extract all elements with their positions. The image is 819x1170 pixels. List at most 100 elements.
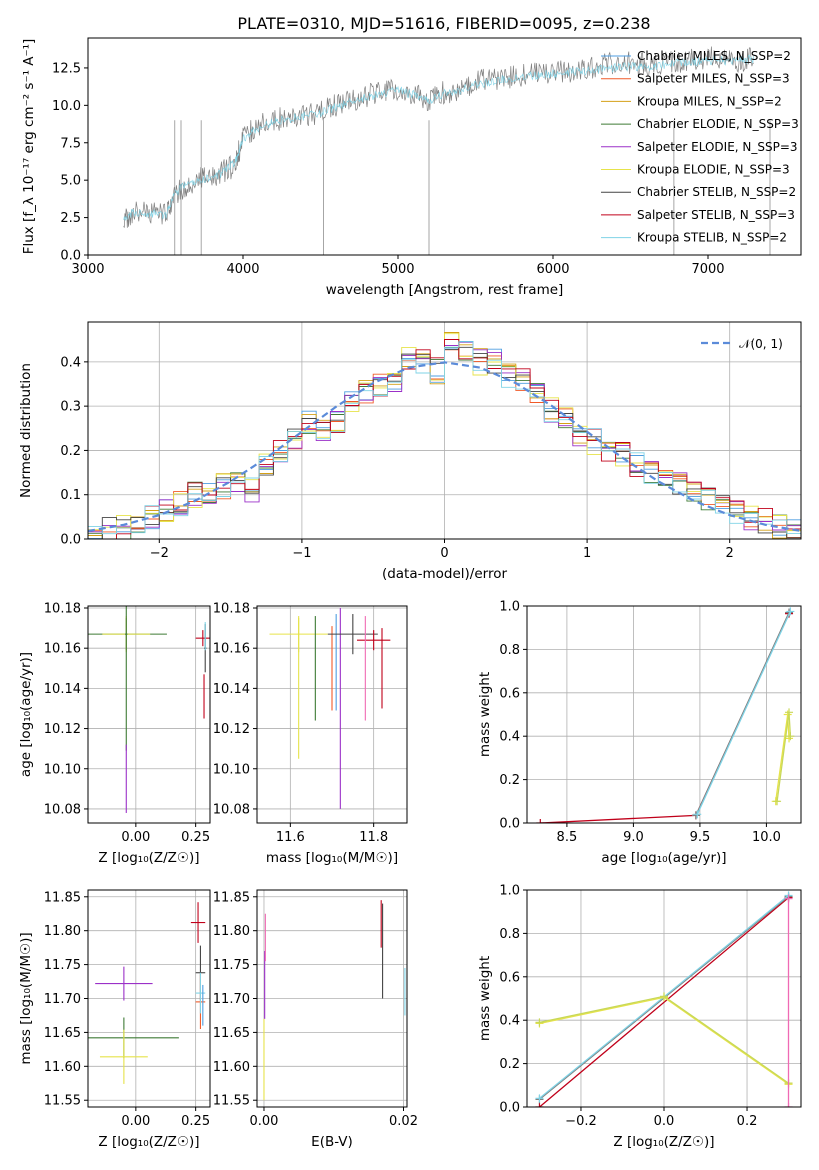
y-tick-label: 1.0 bbox=[499, 884, 520, 899]
axes-frame bbox=[526, 889, 802, 1108]
x-axis-label: age [log₁₀(age/yr)] bbox=[601, 850, 726, 866]
y-tick-label: 10.08 bbox=[213, 802, 250, 817]
y-tick-label: 10.18 bbox=[44, 602, 81, 617]
weight-marker bbox=[786, 732, 795, 741]
figure-title: PLATE=0310, MJD=51616, FIBERID=0095, z=0… bbox=[237, 14, 650, 33]
y-tick-label: 10.16 bbox=[44, 642, 81, 657]
y-tick-label: 0.6 bbox=[499, 686, 520, 701]
legend-label: Kroupa ELODIE, N_SSP=3 bbox=[637, 163, 790, 177]
axes-frame bbox=[87, 321, 802, 540]
legend-label: Chabrier ELODIE, N_SSP=3 bbox=[637, 117, 799, 131]
y-tick-label: 11.75 bbox=[44, 958, 81, 973]
x-tick-label: 3000 bbox=[71, 262, 104, 277]
x-tick-label: 5000 bbox=[381, 262, 414, 277]
y-tick-label: 2.5 bbox=[60, 211, 81, 226]
axes-frame bbox=[256, 605, 408, 824]
y-tick-label: 10.14 bbox=[213, 682, 250, 697]
x-axis-label: mass [log₁₀(M/M☉)] bbox=[266, 850, 398, 866]
y-tick-label: 11.60 bbox=[44, 1060, 81, 1075]
x-tick-label: 9.5 bbox=[690, 830, 711, 845]
y-tick-label: 0.0 bbox=[60, 249, 81, 264]
x-tick-label: −1 bbox=[292, 546, 311, 561]
x-tick-label: 0.2 bbox=[737, 1114, 758, 1129]
x-axis-label: Z [log₁₀(Z/Z☉)] bbox=[98, 850, 199, 866]
x-tick-label: 9.0 bbox=[623, 830, 644, 845]
massweight-vs-Z-plot-area bbox=[535, 891, 793, 1107]
spectrum-series-data bbox=[123, 46, 754, 228]
legend-label: Salpeter ELODIE, N_SSP=3 bbox=[637, 140, 798, 154]
weight-marker bbox=[773, 797, 782, 806]
spectrum-panel: 3000 4000 5000 6000 7000 0.0 2.5 5.0 7.5 10.0 12.5… bbox=[21, 37, 802, 298]
x-axis-label: (data-model)/error bbox=[382, 566, 508, 582]
y-tick-label: 0.0 bbox=[60, 533, 81, 548]
x-tick-label: 1 bbox=[583, 546, 591, 561]
spectrum-plot-area bbox=[123, 46, 771, 255]
x-axis-label: Z [log₁₀(Z/Z☉)] bbox=[613, 1134, 714, 1150]
y-tick-label: 5.0 bbox=[60, 174, 81, 189]
y-tick-label: 0.3 bbox=[60, 400, 81, 415]
x-tick-label: −0.2 bbox=[565, 1114, 597, 1129]
massweight-vs-age-panel: 8.5 9.0 9.5 10.0 0.0 0.2 0.4 0.6 0.8 1.0 age [log₁… bbox=[477, 600, 802, 866]
y-tick-label: 10.14 bbox=[44, 682, 81, 697]
weight-marker bbox=[784, 894, 793, 903]
x-tick-label: 0.00 bbox=[121, 1114, 150, 1129]
y-tick-label: 11.85 bbox=[44, 890, 81, 905]
y-tick-label: 10.0 bbox=[52, 99, 81, 114]
y-tick-label: 10.10 bbox=[44, 762, 81, 777]
y-tick-label: 11.70 bbox=[213, 992, 250, 1007]
y-axis-label: age [log₁₀(age/yr)] bbox=[18, 652, 34, 777]
y-tick-label: 0.2 bbox=[60, 444, 81, 459]
x-tick-label: 0.0 bbox=[654, 1114, 675, 1129]
x-tick-label: 6000 bbox=[536, 262, 569, 277]
weight-line-1 bbox=[695, 612, 790, 816]
y-tick-label: 11.60 bbox=[213, 1060, 250, 1075]
y-tick-label: 0.2 bbox=[499, 773, 520, 788]
mass-vs-EBV-panel: 0.00 0.02 11.55 11.60 11.65 11.70 11.75 11.80 11… bbox=[213, 889, 418, 1150]
y-tick-label: 10.18 bbox=[213, 602, 250, 617]
age-vs-mass-panel: 11.6 11.8 10.08 10.10 10.12 10.14 10.16 10.18 ma… bbox=[213, 602, 408, 866]
weight-line-0 bbox=[540, 613, 790, 823]
y-tick-label: 11.75 bbox=[213, 958, 250, 973]
y-tick-label: 10.12 bbox=[44, 722, 81, 737]
y-tick-label: 11.70 bbox=[44, 992, 81, 1007]
x-axis-label: wavelength [Angstrom, rest frame] bbox=[326, 282, 564, 298]
x-tick-label: −2 bbox=[150, 546, 169, 561]
axes-frame bbox=[526, 605, 802, 824]
weight-marker bbox=[784, 1103, 793, 1107]
normal-curve bbox=[88, 361, 801, 533]
axes-frame bbox=[87, 889, 211, 1108]
legend-label: Chabrier STELIB, N_SSP=2 bbox=[637, 185, 796, 199]
legend-label: Chabrier MILES, N_SSP=2 bbox=[637, 49, 791, 63]
weight-marker bbox=[535, 1094, 544, 1103]
y-axis-label: mass weight bbox=[477, 672, 493, 757]
y-tick-label: 0.4 bbox=[499, 730, 520, 745]
axes-frame bbox=[87, 605, 211, 824]
y-axis-label: Flux [f_λ 10⁻¹⁷ erg cm⁻² s⁻¹ A⁻¹] bbox=[21, 39, 37, 255]
weight-marker bbox=[536, 819, 545, 823]
legend-label: Salpeter STELIB, N_SSP=3 bbox=[637, 208, 795, 222]
weight-marker bbox=[535, 1103, 544, 1107]
spectrum-series-model bbox=[123, 54, 754, 221]
y-tick-label: 11.65 bbox=[44, 1026, 81, 1041]
axes-frame bbox=[256, 889, 408, 1108]
x-tick-label: 10.0 bbox=[752, 830, 781, 845]
y-axis-label: mass weight bbox=[477, 956, 493, 1041]
y-tick-label: 11.65 bbox=[213, 1026, 250, 1041]
histogram-step-7 bbox=[88, 339, 801, 539]
x-axis-label: Z [log₁₀(Z/Z☉)] bbox=[98, 1134, 199, 1150]
legend-label: Salpeter MILES, N_SSP=3 bbox=[637, 72, 790, 86]
y-tick-label: 0.8 bbox=[499, 643, 520, 658]
x-tick-label: 0.02 bbox=[389, 1114, 418, 1129]
x-tick-label: 0.00 bbox=[121, 830, 150, 845]
y-tick-label: 11.80 bbox=[44, 924, 81, 939]
y-tick-label: 10.12 bbox=[213, 722, 250, 737]
y-tick-label: 0.8 bbox=[499, 927, 520, 942]
y-tick-label: 11.80 bbox=[213, 924, 250, 939]
age-vs-Z-panel: 0.00 0.25 10.08 10.10 10.12 10.14 10.16 10.18 Z … bbox=[18, 602, 211, 866]
y-tick-label: 11.55 bbox=[213, 1094, 250, 1109]
y-tick-label: 1.0 bbox=[499, 600, 520, 615]
x-tick-label: 11.6 bbox=[276, 830, 305, 845]
y-tick-label: 10.10 bbox=[213, 762, 250, 777]
weight-marker bbox=[691, 811, 700, 820]
